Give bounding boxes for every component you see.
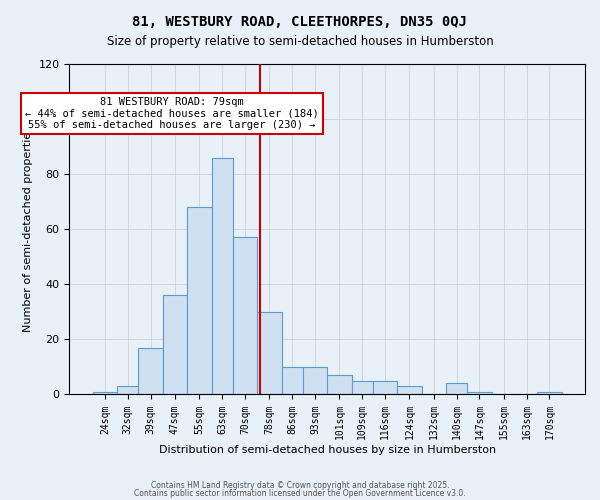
Bar <box>397 386 422 394</box>
Bar <box>257 312 281 394</box>
Bar <box>139 348 163 395</box>
Bar <box>327 375 352 394</box>
Bar <box>187 207 212 394</box>
Bar <box>117 386 139 394</box>
Bar <box>212 158 233 394</box>
Text: 81, WESTBURY ROAD, CLEETHORPES, DN35 0QJ: 81, WESTBURY ROAD, CLEETHORPES, DN35 0QJ <box>133 15 467 29</box>
Bar <box>233 238 257 394</box>
Bar <box>467 392 491 394</box>
Bar <box>163 296 187 394</box>
Text: Contains HM Land Registry data © Crown copyright and database right 2025.: Contains HM Land Registry data © Crown c… <box>151 481 449 490</box>
Text: Contains public sector information licensed under the Open Government Licence v3: Contains public sector information licen… <box>134 488 466 498</box>
Bar <box>537 392 562 394</box>
Bar <box>93 392 117 394</box>
X-axis label: Distribution of semi-detached houses by size in Humberston: Distribution of semi-detached houses by … <box>158 445 496 455</box>
Text: Size of property relative to semi-detached houses in Humberston: Size of property relative to semi-detach… <box>107 35 493 48</box>
Bar <box>352 380 373 394</box>
Y-axis label: Number of semi-detached properties: Number of semi-detached properties <box>23 126 33 332</box>
Bar <box>373 380 397 394</box>
Bar <box>281 367 303 394</box>
Text: 81 WESTBURY ROAD: 79sqm
← 44% of semi-detached houses are smaller (184)
55% of s: 81 WESTBURY ROAD: 79sqm ← 44% of semi-de… <box>25 97 319 130</box>
Bar <box>303 367 327 394</box>
Bar <box>446 384 467 394</box>
